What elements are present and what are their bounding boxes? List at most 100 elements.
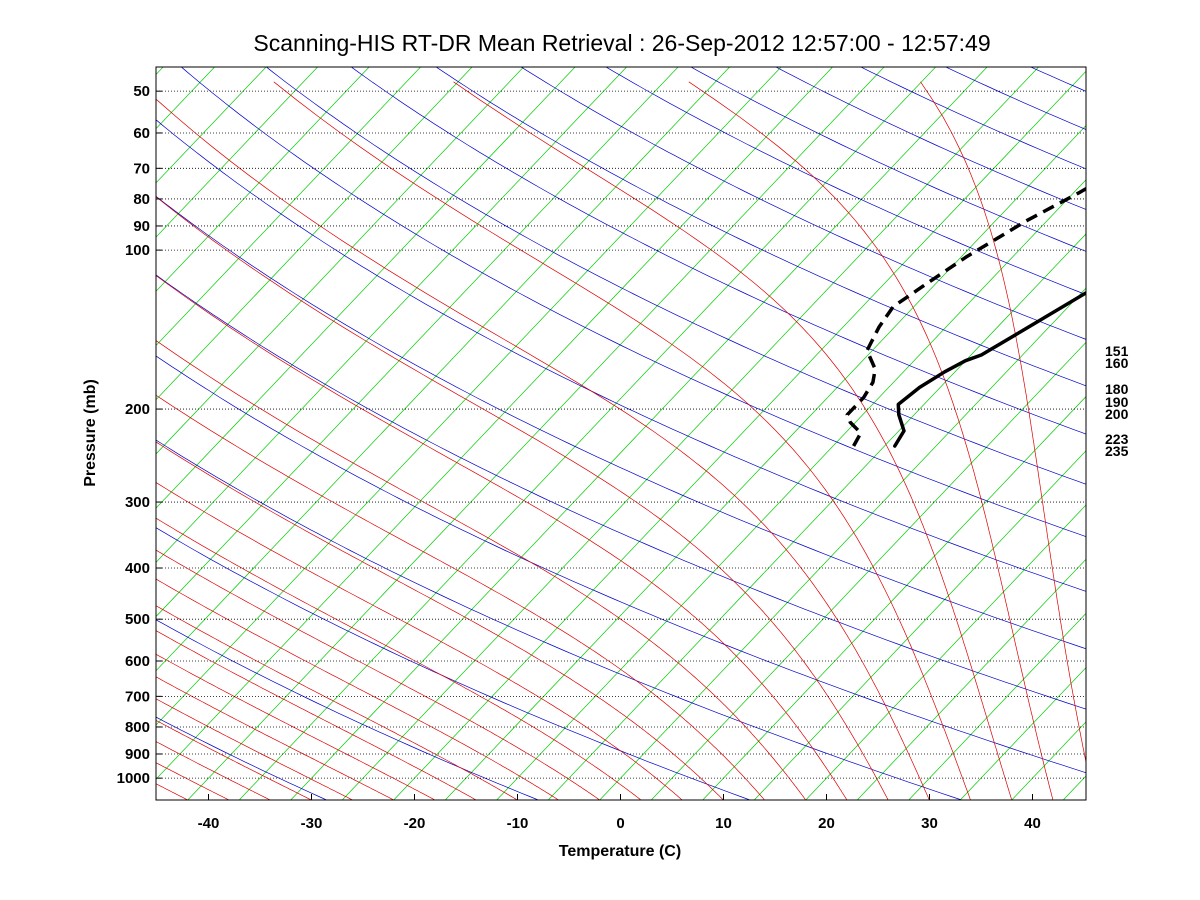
isotherm-line bbox=[156, 67, 421, 347]
x-tick-label: 10 bbox=[715, 815, 732, 832]
x-tick-label: 30 bbox=[921, 815, 938, 832]
isotherm-line bbox=[156, 67, 730, 672]
right-label: 190 bbox=[1105, 394, 1129, 410]
y-tick-label: 900 bbox=[125, 746, 150, 763]
isotherm-line bbox=[156, 67, 833, 780]
dry-adiabat-line bbox=[775, 67, 1086, 210]
x-axis-ticks: -40 -30 -20 -10 0 10 20 30 40 bbox=[198, 794, 1041, 832]
moist-adiabat-line bbox=[156, 783, 188, 800]
isotherm-line bbox=[156, 67, 215, 130]
dry-adiabat-line bbox=[156, 439, 962, 800]
isotherm-line bbox=[599, 287, 1086, 800]
isotherm-line bbox=[496, 179, 1086, 800]
right-label: 160 bbox=[1105, 355, 1129, 371]
isotherm-line bbox=[1166, 67, 1200, 800]
moist-adiabat-line bbox=[156, 549, 600, 800]
y-tick-label: 50 bbox=[133, 83, 150, 100]
right-label: 200 bbox=[1105, 406, 1129, 422]
y-tick-label: 400 bbox=[125, 560, 150, 577]
isotherm-line bbox=[908, 612, 1086, 800]
moist-adiabat-line bbox=[156, 441, 724, 800]
y-tick-label: 60 bbox=[133, 125, 150, 142]
dry-adiabat-line bbox=[180, 67, 1086, 538]
y-axis-ticks: 50 60 70 80 90 100 200 300 400 500 600 700 800 900 100… bbox=[117, 83, 162, 787]
isotherm-line bbox=[0, 67, 60, 800]
x-tick-label: 40 bbox=[1024, 815, 1041, 832]
y-tick-label: 1000 bbox=[117, 770, 150, 787]
isotherm-line bbox=[290, 67, 988, 800]
chart-title: Scanning-HIS RT-DR Mean Retrieval : 26-S… bbox=[253, 30, 990, 56]
isotherm-line bbox=[547, 233, 1086, 800]
moist-adiabat-line bbox=[156, 482, 683, 800]
y-tick-label: 90 bbox=[133, 218, 150, 235]
plot-frame bbox=[155, 66, 1087, 801]
isotherm-line bbox=[805, 504, 1086, 800]
isotherm-line bbox=[238, 67, 936, 800]
moist-adiabat-line bbox=[156, 605, 518, 800]
moist-adiabat-line bbox=[453, 81, 1013, 800]
dry-adiabat-line bbox=[520, 67, 1086, 340]
x-tick-label: -30 bbox=[301, 815, 323, 832]
moist-adiabat-line bbox=[156, 578, 559, 800]
moist-adiabat-line bbox=[273, 81, 971, 800]
moist-adiabat-line bbox=[156, 517, 642, 800]
isotherm-line bbox=[156, 67, 473, 401]
dry-adiabat-line bbox=[265, 67, 1086, 485]
moist-adiabat-line bbox=[156, 698, 353, 800]
x-tick-label: 20 bbox=[818, 815, 835, 832]
isotherm-line bbox=[187, 67, 885, 800]
isotherm-line bbox=[702, 396, 1086, 800]
thermo-background-lines bbox=[0, 67, 1200, 800]
x-tick-label: -40 bbox=[198, 815, 220, 832]
x-axis-label: Temperature (C) bbox=[559, 843, 681, 860]
isotherm-line bbox=[156, 67, 576, 509]
dry-adiabat-line bbox=[156, 355, 1086, 774]
isotherm-line bbox=[753, 450, 1086, 800]
moist-adiabat-line bbox=[156, 196, 889, 800]
dry-adiabat-line bbox=[435, 67, 1086, 387]
dry-adiabat-line bbox=[156, 619, 539, 800]
pressure-gridlines bbox=[156, 90, 1086, 779]
right-label: 151 bbox=[1105, 343, 1129, 359]
y-tick-label: 500 bbox=[125, 611, 150, 628]
dry-adiabat-line bbox=[944, 67, 1086, 130]
isotherm-line bbox=[341, 67, 1039, 800]
x-tick-label: -10 bbox=[507, 815, 529, 832]
dry-adiabat-line bbox=[605, 67, 1086, 295]
moist-adiabat-line bbox=[156, 630, 477, 800]
moist-adiabat-line bbox=[156, 676, 394, 800]
y-tick-label: 70 bbox=[133, 160, 150, 177]
isotherm-line bbox=[393, 70, 1086, 800]
right-label: 223 bbox=[1105, 431, 1129, 447]
isotherm-line bbox=[156, 67, 679, 618]
isotherm-line bbox=[856, 558, 1086, 800]
right-label: 180 bbox=[1105, 381, 1129, 397]
y-tick-label: 80 bbox=[133, 191, 150, 208]
moist-adiabat-line bbox=[688, 81, 1054, 800]
moist-adiabat-line bbox=[920, 81, 1086, 764]
moist-adiabat-line bbox=[156, 741, 271, 800]
right-label: 235 bbox=[1105, 443, 1129, 459]
isotherm-line bbox=[156, 67, 782, 726]
isotherm-line bbox=[156, 67, 627, 563]
dry-adiabat-line bbox=[156, 527, 751, 800]
y-tick-label: 300 bbox=[125, 494, 150, 511]
x-tick-label: 0 bbox=[616, 815, 624, 832]
moist-adiabat-line bbox=[156, 762, 230, 800]
x-tick-label: -20 bbox=[404, 815, 426, 832]
dry-adiabat-line bbox=[690, 67, 1086, 252]
isotherm-line bbox=[156, 67, 370, 292]
dry-adiabat-line bbox=[156, 274, 1086, 710]
moist-adiabat-line bbox=[156, 275, 848, 800]
isotherm-line bbox=[444, 125, 1086, 800]
moist-adiabat-line bbox=[156, 719, 312, 800]
y-tick-label: 600 bbox=[125, 653, 150, 670]
dry-adiabat-line bbox=[156, 119, 1086, 592]
isotherm-line bbox=[156, 67, 318, 238]
moist-adiabat-line bbox=[156, 653, 436, 800]
isotherm-line bbox=[156, 67, 524, 455]
temperature-profile-line bbox=[893, 290, 1086, 448]
y-axis-label: Pressure (mb) bbox=[82, 379, 99, 487]
